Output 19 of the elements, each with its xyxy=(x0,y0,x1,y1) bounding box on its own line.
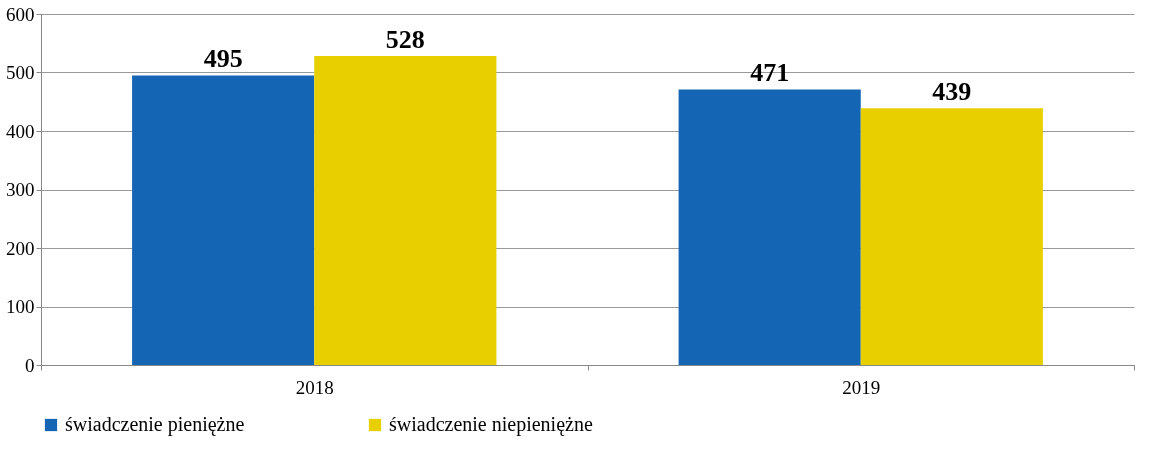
bar xyxy=(132,75,315,365)
data-label: 495 xyxy=(203,44,243,74)
y-tick-label: 600 xyxy=(6,3,35,25)
y-tick-label: 200 xyxy=(6,237,35,259)
legend-label: świadczenie pieniężne xyxy=(65,413,245,436)
y-tick-label: 100 xyxy=(6,296,35,317)
data-label: 439 xyxy=(932,77,972,107)
bar xyxy=(678,89,861,365)
x-tick-label: 2019 xyxy=(842,376,881,398)
bar xyxy=(860,108,1043,365)
y-tick-label: 0 xyxy=(25,354,35,376)
y-tick-label: 500 xyxy=(6,62,35,83)
y-tick-label: 400 xyxy=(6,120,35,142)
data-label: 471 xyxy=(750,58,790,88)
y-tick-label: 300 xyxy=(6,179,35,200)
data-label: 528 xyxy=(385,25,425,55)
x-tick-label: 2018 xyxy=(295,376,334,398)
bar xyxy=(314,56,497,365)
legend-label: świadczenie niepieniężne xyxy=(389,413,593,436)
